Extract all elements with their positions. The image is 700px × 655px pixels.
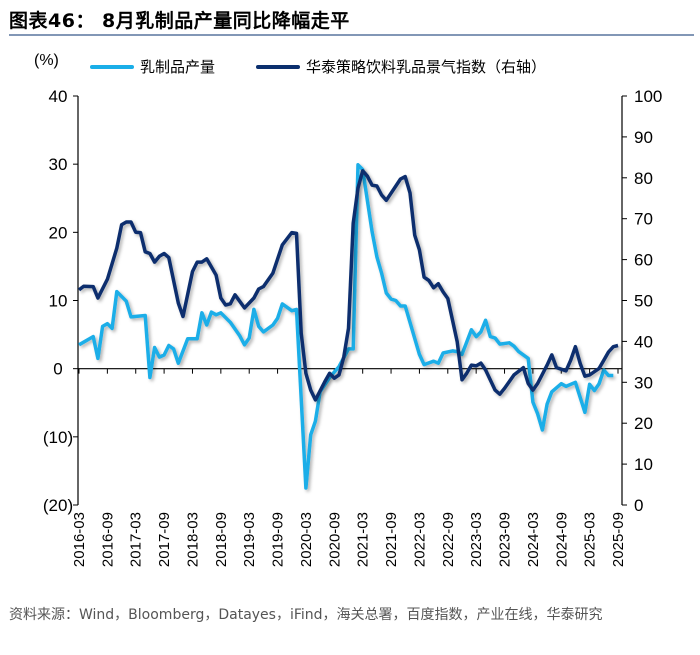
legend-label: 华泰策略饮料乳品景气指数（右轴）: [306, 58, 547, 76]
right-tick-label: 80: [634, 169, 653, 188]
legend-item-dairy-output: 乳制品产量: [90, 56, 215, 77]
x-tick-label: 2025-09: [610, 512, 627, 567]
x-tick-label: 2018-03: [184, 512, 201, 567]
legend-swatch-light: [90, 64, 134, 69]
x-tick-label: 2025-03: [582, 512, 599, 567]
right-tick-label: 20: [634, 414, 653, 433]
legend-swatch-dark: [256, 64, 300, 69]
series-line-dairy-output: [78, 163, 614, 490]
x-tick-label: 2017-03: [128, 512, 145, 567]
x-tick-label: 2021-03: [355, 512, 372, 567]
x-tick-label: 2020-03: [298, 512, 315, 567]
right-tick-label: 10: [634, 455, 653, 474]
x-tick-label: 2019-09: [270, 512, 287, 567]
legend-label: 乳制品产量: [140, 58, 216, 76]
x-tick-label: 2023-03: [468, 512, 485, 567]
left-axis-unit: (%): [34, 52, 59, 69]
left-tick-label: 40: [49, 87, 68, 106]
x-tick-label: 2020-09: [326, 512, 343, 567]
source-note: 资料来源：Wind，Bloomberg，Datayes，iFind，海关总署，百…: [9, 607, 603, 623]
right-tick-label: 40: [634, 332, 653, 351]
left-tick-label: 10: [49, 292, 68, 311]
x-tick-label: 2023-09: [497, 512, 514, 567]
x-tick-label: 2024-03: [525, 512, 542, 567]
x-tick-label: 2016-03: [71, 512, 88, 567]
x-tick-label: 2022-09: [440, 512, 457, 567]
right-tick-label: 50: [634, 292, 653, 311]
left-tick-label: 30: [49, 155, 68, 174]
left-tick-label: (20): [43, 496, 73, 515]
series-line-beverage-dairy-index: [77, 169, 619, 402]
right-tick-label: 90: [634, 128, 653, 147]
x-tick-label: 2024-09: [553, 512, 570, 567]
x-tick-label: 2016-09: [99, 512, 116, 567]
x-tick-label: 2017-09: [156, 512, 173, 567]
legend-item-index: 华泰策略饮料乳品景气指数（右轴）: [256, 56, 546, 77]
plot-area: (20) (10) 0 10 20 30 40 0 10 20 30 40 50 60 70 80 90 100 2…: [43, 87, 662, 567]
left-tick-label: 20: [49, 223, 68, 242]
x-tick-label: 2019-03: [241, 512, 258, 567]
left-tick-label: 0: [53, 360, 62, 379]
title-divider: [9, 34, 694, 36]
right-tick-label: 30: [634, 373, 653, 392]
x-tick-label: 2021-09: [383, 512, 400, 567]
right-tick-label: 0: [634, 496, 643, 515]
x-tick-label: 2018-09: [213, 512, 230, 567]
x-tick-label: 2022-03: [411, 512, 428, 567]
figure-title: 图表46： 8月乳制品产量同比降幅走平: [9, 10, 350, 32]
right-tick-label: 60: [634, 251, 653, 270]
left-tick-label: (10): [43, 428, 73, 447]
right-tick-label: 100: [634, 87, 662, 106]
right-tick-label: 70: [634, 210, 653, 229]
